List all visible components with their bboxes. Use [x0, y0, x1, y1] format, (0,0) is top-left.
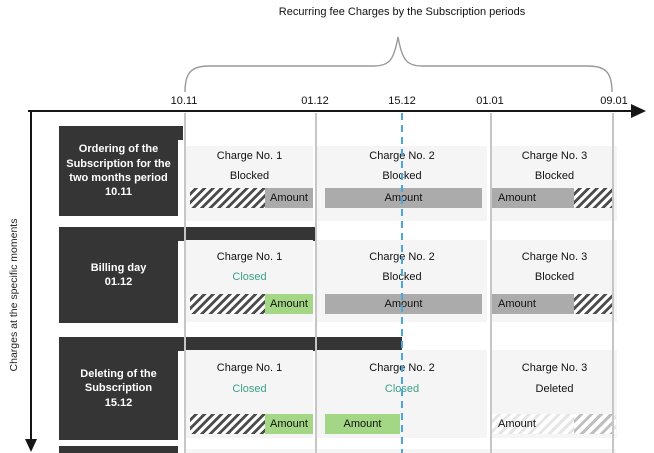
charge-title: Charge No. 3 [521, 362, 588, 374]
charge-status: Deleted [535, 383, 574, 395]
row3-charge1-cell: Charge No. 1 Closed Amount [186, 350, 313, 438]
amount-label: Amount [265, 188, 313, 208]
charge-status: Blocked [229, 170, 270, 182]
charge-status: Blocked [534, 170, 575, 182]
amount-bar: Amount [492, 414, 617, 434]
amount-label: Amount [492, 294, 574, 314]
charge-status: Closed [232, 271, 267, 283]
x-axis-line [28, 110, 632, 112]
gridline-09-01 [612, 113, 614, 453]
y-axis-line [30, 110, 32, 440]
row4-band-cutoff [59, 446, 178, 453]
row2-charge1-cell: Charge No. 1 Closed Amount [186, 240, 313, 322]
row1-charge1-cell: Charge No. 1 Blocked Amount [186, 146, 313, 221]
amount-label: Amount [265, 294, 313, 314]
amount-label: Amount [265, 414, 313, 434]
row2-label-box: Billing day 01.12 [59, 227, 178, 323]
amount-label: Amount [325, 414, 400, 434]
date-tick-01-01: 01.01 [476, 95, 504, 107]
amount-hatch-segment [190, 188, 265, 208]
deletion-dashed-line [401, 113, 403, 453]
date-tick-15-12: 15.12 [388, 95, 416, 107]
amount-bar: Amount [317, 294, 487, 314]
amount-label: Amount [492, 188, 574, 208]
amount-hatch-segment [574, 294, 614, 314]
row3-charge3-cell: Charge No. 3 Deleted Amount [492, 350, 617, 438]
gridline-01-01 [490, 113, 492, 453]
amount-bar: Amount [186, 188, 313, 208]
charge-status: Blocked [534, 271, 575, 283]
amount-bar: Amount [186, 294, 313, 314]
page-title: Recurring fee Charges by the Subscriptio… [278, 6, 526, 18]
amount-bar: Amount [317, 188, 487, 208]
curly-brace [184, 36, 613, 93]
x-axis-arrow-icon [631, 104, 646, 118]
amount-bar: Amount [492, 188, 617, 208]
charge-title: Charge No. 1 [216, 150, 283, 162]
row1-charge3-cell: Charge No. 3 Blocked Amount [492, 146, 617, 221]
date-tick-01-12: 01.12 [301, 95, 329, 107]
amount-hatch-segment [574, 414, 614, 434]
y-axis-label: Charges at the specific moments [8, 218, 20, 372]
date-tick-09-01: 09.01 [600, 95, 628, 107]
charge-title: Charge No. 1 [216, 362, 283, 374]
charge-status: Closed [232, 383, 267, 395]
charge-title: Charge No. 3 [521, 251, 588, 263]
amount-bar: Amount [186, 414, 313, 434]
amount-label: Amount [325, 294, 482, 314]
gridline-01-12 [315, 113, 317, 453]
charge-title: Charge No. 3 [521, 150, 588, 162]
charge-title: Charge No. 1 [216, 251, 283, 263]
row3-label-box: Deleting of the Subscription 15.12 [59, 337, 178, 440]
amount-hatch-segment [190, 294, 265, 314]
gridline-10-11 [184, 113, 186, 453]
amount-bar: Amount [317, 414, 487, 434]
amount-hatch-segment [190, 414, 265, 434]
amount-bar: Amount [492, 294, 617, 314]
date-tick-10-11: 10.11 [170, 95, 198, 107]
y-axis-arrow-icon [25, 439, 37, 452]
row1-label-box: Ordering of the Subscription for the two… [59, 126, 178, 216]
amount-hatch-segment [574, 188, 614, 208]
row2-charge3-cell: Charge No. 3 Blocked Amount [492, 240, 617, 322]
amount-label: Amount [325, 188, 482, 208]
